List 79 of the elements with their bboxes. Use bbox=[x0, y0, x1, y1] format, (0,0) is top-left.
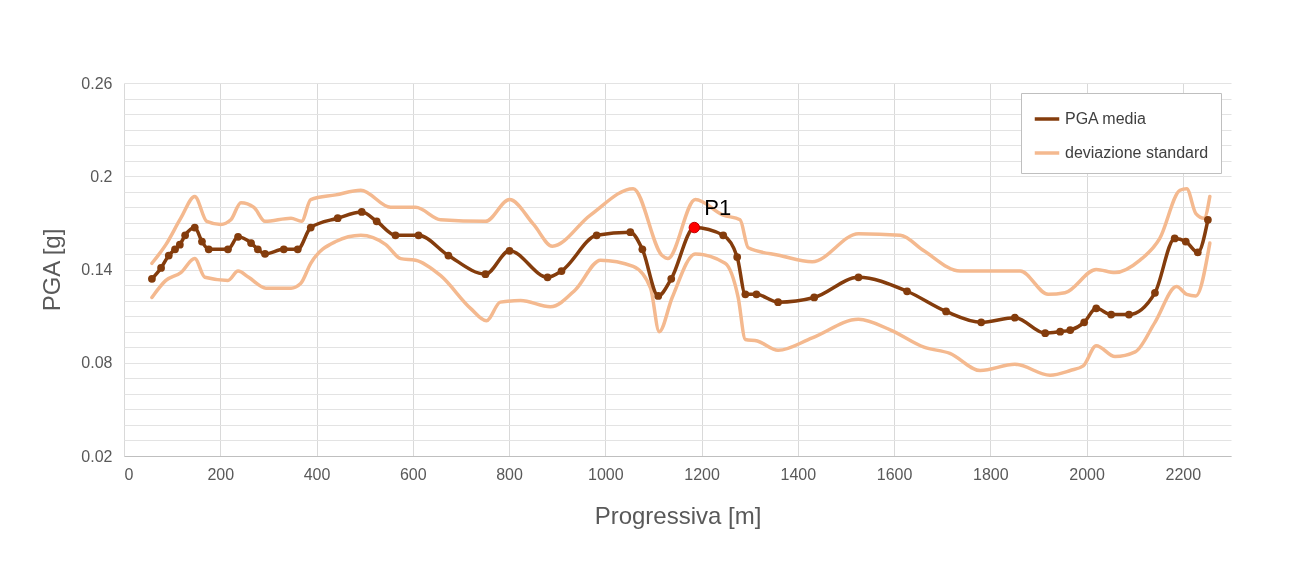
point bbox=[654, 292, 663, 300]
point bbox=[148, 274, 156, 283]
point bbox=[1193, 248, 1202, 257]
point bbox=[306, 223, 315, 232]
point bbox=[333, 214, 342, 223]
point bbox=[444, 251, 453, 260]
point bbox=[224, 245, 232, 254]
x-tick-label: 1600 bbox=[876, 465, 913, 483]
point bbox=[854, 273, 863, 282]
point bbox=[261, 250, 269, 258]
x-tick-label: 1200 bbox=[684, 465, 720, 483]
y-tick-label: 0.02 bbox=[81, 447, 113, 465]
point bbox=[774, 298, 782, 306]
point bbox=[372, 217, 381, 226]
point bbox=[357, 208, 366, 216]
point bbox=[505, 246, 514, 255]
point bbox=[1092, 304, 1101, 313]
point bbox=[164, 251, 173, 260]
point bbox=[391, 231, 400, 240]
y-tick-label: 0.14 bbox=[81, 261, 113, 278]
legend-label: deviazione standard bbox=[1065, 144, 1209, 161]
point bbox=[1066, 326, 1075, 334]
x-tick-label: 1400 bbox=[780, 465, 817, 483]
point bbox=[293, 245, 302, 254]
point bbox=[557, 267, 566, 275]
x-tick-label: 800 bbox=[496, 465, 523, 483]
x-axis-title: Progressiva [m] bbox=[594, 501, 762, 529]
point bbox=[1151, 288, 1159, 297]
line-series bbox=[150, 186, 1212, 297]
x-tick-label: 0 bbox=[124, 465, 134, 483]
y-tick-label: 0.2 bbox=[90, 167, 113, 185]
point bbox=[626, 228, 635, 237]
point bbox=[1170, 234, 1179, 243]
point bbox=[741, 290, 750, 299]
point bbox=[247, 239, 255, 247]
point bbox=[481, 270, 490, 279]
point bbox=[171, 245, 179, 254]
point bbox=[204, 245, 213, 254]
point bbox=[1204, 215, 1212, 224]
point bbox=[279, 245, 288, 254]
point bbox=[719, 231, 728, 240]
line-series bbox=[150, 233, 1212, 377]
point bbox=[592, 231, 601, 240]
point bbox=[638, 245, 647, 254]
point bbox=[942, 307, 950, 316]
point bbox=[181, 231, 189, 240]
point bbox=[190, 223, 199, 232]
point bbox=[1181, 237, 1190, 246]
point bbox=[253, 245, 262, 254]
x-tick-label: 2200 bbox=[1165, 465, 1202, 483]
point bbox=[903, 287, 911, 296]
point bbox=[1041, 329, 1050, 338]
y-tick-label: 0.08 bbox=[81, 354, 113, 372]
point bbox=[752, 290, 761, 299]
x-tick-label: 2000 bbox=[1069, 465, 1106, 483]
legend-label: PGA media bbox=[1065, 110, 1147, 127]
annotation: P1 bbox=[704, 194, 732, 220]
point bbox=[1125, 310, 1133, 319]
point bbox=[198, 237, 206, 246]
point bbox=[234, 233, 242, 241]
point bbox=[667, 274, 676, 283]
y-axis-title: PGA [g] bbox=[38, 228, 66, 312]
point bbox=[1107, 310, 1116, 319]
point bbox=[157, 264, 165, 272]
point bbox=[414, 231, 423, 240]
point bbox=[1056, 327, 1065, 336]
x-tick-label: 1800 bbox=[973, 465, 1009, 483]
point bbox=[1080, 318, 1089, 327]
x-tick-label: 200 bbox=[207, 465, 235, 483]
point bbox=[175, 240, 184, 249]
y-tick-label: 0.26 bbox=[81, 74, 113, 92]
x-tick-label: 1000 bbox=[588, 465, 624, 483]
point bbox=[810, 293, 819, 302]
point bbox=[543, 273, 552, 282]
x-tick-label: 400 bbox=[303, 465, 331, 483]
x-tick-label: 600 bbox=[399, 465, 427, 483]
point bbox=[977, 318, 986, 327]
point bbox=[1011, 313, 1019, 322]
point bbox=[733, 253, 742, 261]
